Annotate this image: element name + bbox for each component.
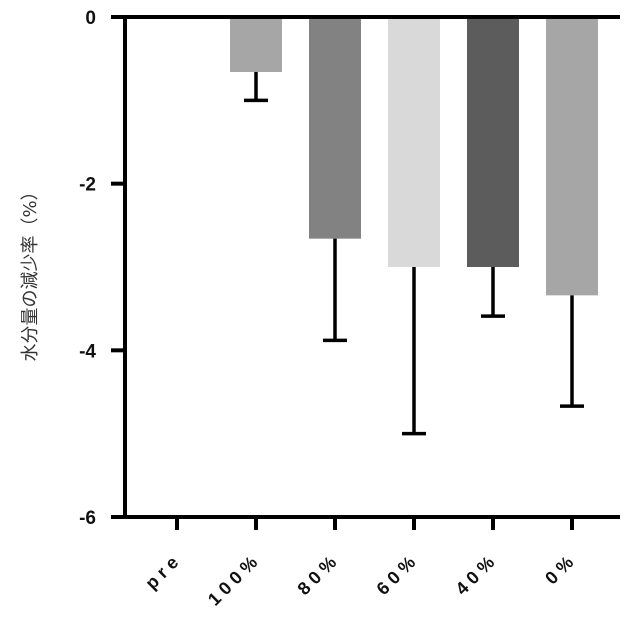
axes-group	[111, 15, 620, 519]
bars-group	[230, 17, 598, 295]
bar-40%	[467, 17, 519, 267]
y-tick-label: -2	[79, 175, 96, 196]
y-tick-label: -6	[79, 508, 96, 529]
x-tick-label: 0%	[541, 549, 581, 589]
bar-100%	[230, 17, 282, 72]
x-tick-label: 100%	[204, 549, 265, 610]
bar-60%	[388, 17, 440, 267]
y-tick-label: -4	[79, 341, 96, 362]
x-tick-label: 80%	[294, 549, 344, 599]
x-tick-label: 60%	[373, 549, 423, 599]
x-tick-label: 40%	[452, 549, 502, 599]
x-tick-label: pre	[141, 549, 186, 594]
x-ticks-group: pre 100% 80% 60% 40% 0%	[141, 517, 581, 610]
bar-0%	[546, 17, 598, 295]
y-tick-label: 0	[85, 8, 96, 29]
bar-80%	[309, 17, 361, 239]
y-ticks-group: 0 -2 -4 -6	[79, 8, 125, 529]
y-axis-title: 水分量の減少率（%）	[20, 182, 41, 361]
